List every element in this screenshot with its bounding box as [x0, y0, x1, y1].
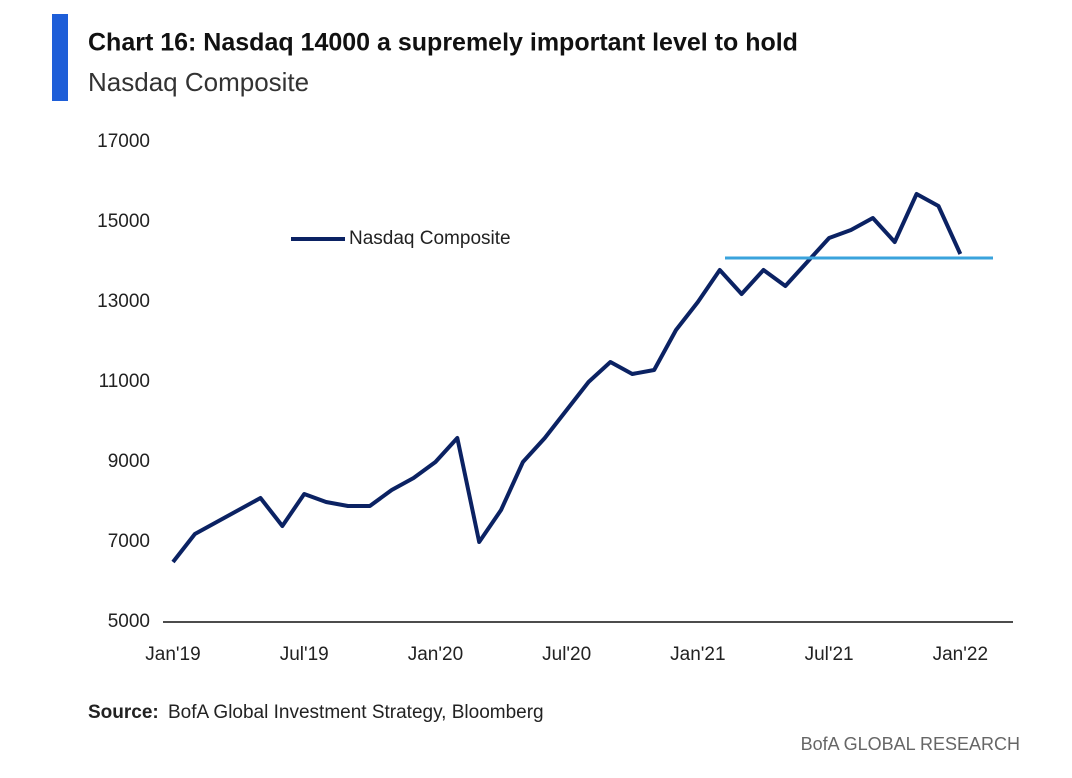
x-tick-label: Jul'21 — [805, 644, 854, 665]
source-label: Source: — [88, 702, 159, 723]
x-tick-label: Jan'21 — [670, 644, 725, 665]
x-tick-label: Jan'19 — [145, 644, 200, 665]
y-tick-label: 7000 — [108, 531, 150, 552]
y-tick-label: 15000 — [97, 211, 150, 232]
chart-subtitle: Nasdaq Composite — [88, 67, 309, 97]
footer: BofA GLOBAL RESEARCH — [801, 734, 1020, 754]
y-tick-label: 5000 — [108, 611, 150, 632]
chart-title: Chart 16: Nasdaq 14000 a supremely impor… — [88, 29, 798, 57]
x-tick-label: Jan'22 — [933, 644, 988, 665]
x-tick-label: Jul'19 — [280, 644, 329, 665]
source: BofA Global Investment Strategy, Bloombe… — [168, 702, 544, 723]
series-line — [171, 192, 963, 564]
y-tick-label: 9000 — [108, 451, 150, 472]
y-tick-label: 11000 — [99, 371, 150, 392]
accent-bar — [52, 14, 68, 101]
legend-label: Nasdaq Composite — [349, 228, 511, 249]
y-tick-label: 17000 — [97, 131, 150, 152]
y-tick-label: 13000 — [97, 291, 150, 312]
x-tick-label: Jul'20 — [542, 644, 591, 665]
x-tick-label: Jan'20 — [408, 644, 463, 665]
